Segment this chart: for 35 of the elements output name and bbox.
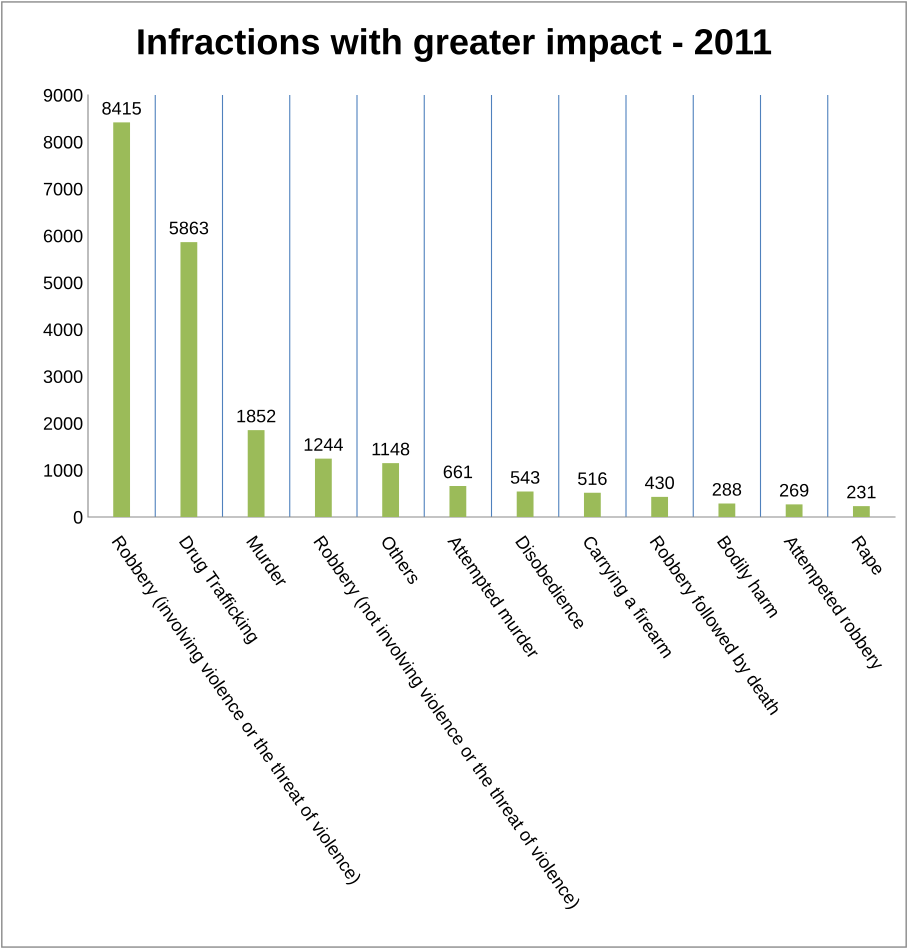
y-tick-label: 7000 (44, 182, 82, 196)
bar (180, 242, 198, 517)
data-label: 269 (780, 484, 808, 497)
bar (651, 496, 668, 517)
data-label: 430 (644, 476, 674, 490)
y-tick-label: 5000 (44, 276, 82, 290)
bar (584, 492, 601, 517)
data-label: 1148 (372, 442, 410, 456)
y-tick-label: 1000 (44, 464, 82, 477)
y-tick-label: 3000 (44, 370, 82, 384)
y-tick-label: 4000 (43, 323, 82, 336)
data-label: 661 (444, 465, 472, 478)
bar (852, 506, 870, 517)
data-label: 8415 (102, 102, 141, 115)
data-label: 231 (847, 486, 876, 498)
bar (314, 458, 332, 517)
bar (718, 503, 736, 517)
y-tick-label: 2000 (44, 417, 82, 430)
y-tick-label: 0 (74, 510, 82, 524)
y-tick-label: 9000 (44, 88, 82, 102)
data-label: 1244 (304, 438, 343, 451)
bar (382, 463, 400, 517)
data-label: 516 (578, 472, 607, 486)
y-tick-label: 6000 (44, 230, 82, 242)
data-label: 543 (510, 471, 540, 484)
bar (786, 504, 803, 517)
bar (248, 430, 265, 517)
bar (113, 122, 130, 517)
chart-title: Infractions with greater impact - 2011 (138, 28, 772, 62)
data-label: 288 (712, 482, 742, 496)
bar (516, 492, 534, 517)
y-tick-label: 8000 (44, 136, 82, 149)
data-label: 1852 (237, 410, 276, 422)
bar (449, 486, 466, 517)
data-label: 5863 (170, 222, 208, 234)
